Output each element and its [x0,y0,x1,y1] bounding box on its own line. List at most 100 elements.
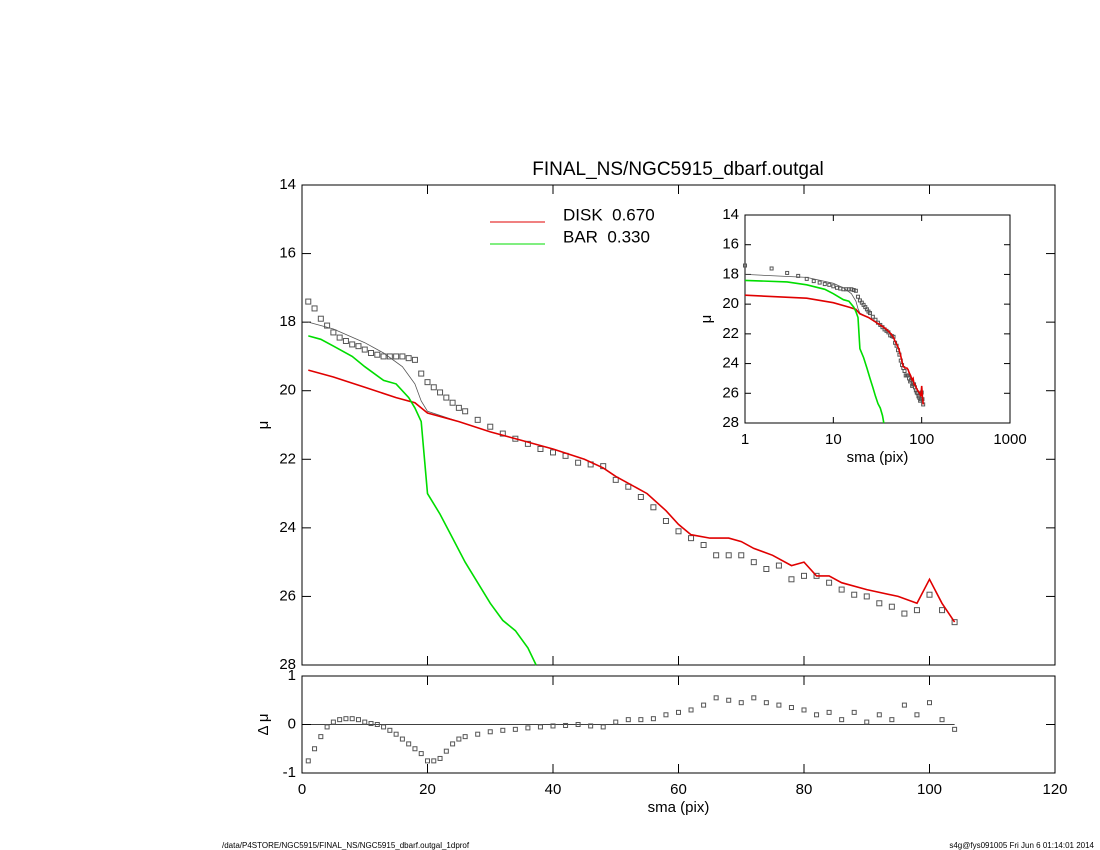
x-tick-label: 120 [1042,781,1067,798]
residual-point [851,709,857,715]
residual-point [525,725,531,731]
residual-point [399,736,405,742]
data-point [675,528,682,535]
data-point [902,369,907,373]
data-point [368,350,375,356]
y-axis-label: Δ μ [255,713,272,735]
residual-point [613,719,619,725]
data-point [443,394,450,401]
residual-point [512,726,518,732]
plot-frame [744,214,1011,424]
data-point [851,288,856,293]
residual-point [826,709,832,715]
residual-point [393,731,399,737]
residual-point [362,719,368,725]
residual-point [600,724,606,730]
data-point [537,446,544,452]
residual-point [337,717,343,723]
data-point [487,423,494,430]
data-point [951,619,958,626]
residual-point [355,717,361,723]
data-point [750,559,757,566]
x-tick-label: 100 [917,781,942,798]
data-point [349,341,356,348]
data-point [939,607,946,614]
data-point [788,576,795,583]
residual-point [650,716,656,722]
y-tick-label: 14 [722,206,739,223]
data-point [612,476,619,483]
y-tick-label: 1 [288,667,296,684]
residual-point [305,758,311,764]
residual-point [418,751,424,757]
data-point [870,314,875,319]
residual-point [788,705,794,711]
series-line [308,369,956,623]
y-axis-label: μ [698,315,715,324]
data-point [305,298,312,305]
y-tick-label: -1 [283,764,296,781]
x-tick-label: 100 [909,431,934,448]
residual-point [726,697,732,703]
data-point [418,370,425,377]
data-point [826,579,833,586]
data-point [863,593,870,600]
footer-left: /data/P4STORE/NGC5915/FINAL_NS/NGC5915_d… [222,841,470,850]
residual-point [425,758,430,764]
legend-label: DISK 0.670 [563,205,655,224]
data-point [430,384,437,391]
y-tick-label: 24 [279,519,296,536]
residual-point [343,716,349,722]
data-point [867,311,872,316]
residual-point [763,700,769,706]
residual-point [914,712,920,718]
data-point [405,355,412,362]
data-point [801,572,807,579]
residual-point [368,721,374,727]
residual-point [688,707,694,713]
residual-point [450,741,456,747]
y-tick-label: 22 [722,325,739,342]
residual-point [456,736,462,742]
x-tick-label: 80 [796,781,813,798]
data-point [330,329,337,336]
residual-point [814,712,820,718]
data-point [662,518,669,524]
x-tick-label: 40 [545,781,562,798]
data-point [437,389,444,396]
data-point [625,483,632,490]
data-point [775,562,782,569]
data-point [311,305,318,312]
data-point [913,607,920,614]
residual-point [431,758,437,764]
data-point [831,284,836,289]
data-point [474,416,481,423]
residual-point [312,746,318,752]
data-point [769,266,774,271]
residual-point [487,729,493,735]
residual-point [939,717,945,723]
data-point [763,566,770,572]
legend-label: BAR 0.330 [563,227,650,246]
data-point [455,404,462,411]
data-point [449,399,456,406]
residual-point [889,717,895,723]
residual-point [563,722,569,728]
data-point [317,315,324,322]
x-axis-label: sma (pix) [648,799,710,816]
data-point [700,542,707,548]
residual-point [443,748,449,754]
residual-point [412,746,418,752]
data-point [853,288,858,293]
data-point [855,294,860,299]
data-point [424,379,431,386]
y-tick-label: 24 [722,355,739,372]
residual-point [349,716,355,722]
y-tick-label: 18 [722,265,739,282]
data-point [846,287,851,292]
residual-point [839,717,845,723]
y-tick-label: 28 [279,656,296,673]
series-line [744,294,924,405]
data-point [901,610,908,617]
